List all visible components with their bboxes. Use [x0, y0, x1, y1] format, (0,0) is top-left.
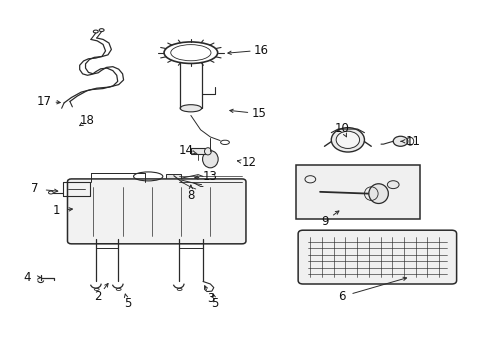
Ellipse shape [330, 128, 364, 152]
Text: 8: 8 [187, 189, 194, 202]
Text: 2: 2 [94, 290, 102, 303]
Text: 15: 15 [251, 107, 266, 120]
Text: 4: 4 [24, 271, 31, 284]
Text: 13: 13 [203, 170, 217, 183]
Text: 3: 3 [206, 292, 214, 305]
Text: 7: 7 [31, 183, 39, 195]
Text: 1: 1 [53, 204, 61, 217]
Bar [166, 174, 181, 183]
Text: 17: 17 [37, 95, 52, 108]
Ellipse shape [180, 105, 201, 112]
Bar [190, 148, 204, 154]
FancyBboxPatch shape [67, 179, 245, 244]
Text: 18: 18 [80, 114, 95, 127]
Ellipse shape [392, 136, 407, 146]
Text: 12: 12 [242, 156, 256, 169]
Text: 10: 10 [334, 122, 349, 135]
Text: 16: 16 [254, 44, 268, 57]
FancyBboxPatch shape [298, 230, 456, 284]
Text: 11: 11 [405, 135, 419, 148]
Ellipse shape [202, 150, 218, 168]
Text: 5: 5 [123, 297, 131, 310]
Ellipse shape [386, 181, 398, 189]
Text: 6: 6 [338, 290, 345, 303]
Ellipse shape [204, 148, 211, 155]
Text: 14: 14 [178, 144, 193, 157]
Ellipse shape [368, 184, 387, 203]
Text: 5: 5 [211, 297, 219, 310]
Text: 9: 9 [321, 215, 328, 228]
Bar [295, 165, 419, 219]
Ellipse shape [335, 131, 359, 148]
